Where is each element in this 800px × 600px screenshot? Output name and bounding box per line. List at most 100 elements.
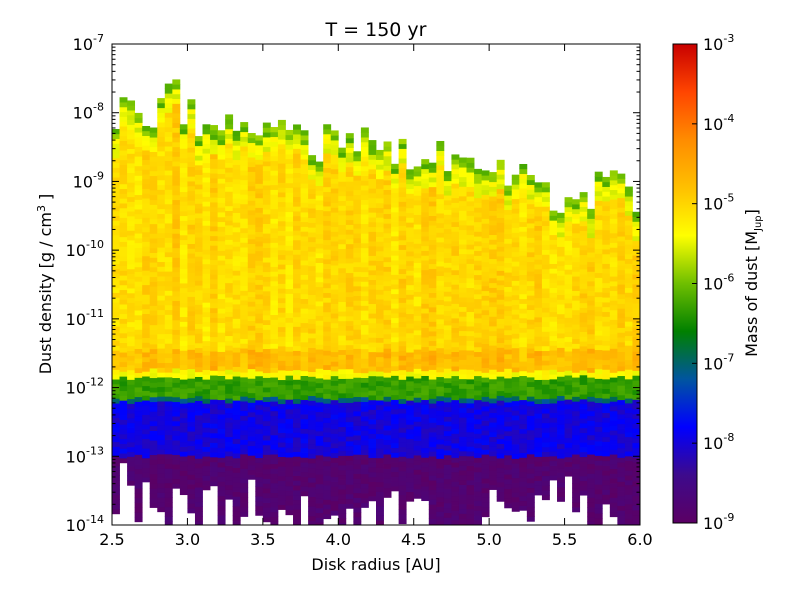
heatmap-cell — [225, 176, 234, 183]
heatmap-cell — [436, 237, 445, 243]
heatmap-cell — [194, 198, 203, 204]
heatmap-cell — [338, 243, 347, 250]
heatmap-cell — [436, 506, 445, 512]
heatmap-cell — [157, 458, 166, 465]
heatmap-cell — [149, 218, 158, 225]
heatmap-cell — [368, 395, 377, 401]
heatmap-cell — [255, 481, 264, 487]
heatmap-cell — [315, 469, 324, 475]
heatmap-cell — [360, 454, 369, 460]
heatmap-cell — [240, 256, 249, 262]
heatmap-cell — [451, 308, 460, 314]
heatmap-cell — [338, 417, 347, 423]
heatmap-cell — [194, 309, 203, 315]
heatmap-cell — [383, 247, 392, 253]
heatmap-cell — [489, 316, 498, 322]
heatmap-cell — [119, 390, 128, 396]
heatmap-cell — [247, 137, 256, 144]
heatmap-cell — [119, 405, 128, 411]
heatmap-cell — [187, 411, 196, 418]
heatmap-cell — [421, 308, 430, 314]
heatmap-cell — [179, 273, 188, 279]
heatmap-cell — [308, 526, 316, 531]
heatmap-cell — [247, 200, 256, 206]
heatmap-cell — [194, 318, 203, 325]
heatmap-cell — [481, 459, 490, 465]
heatmap-cell — [315, 382, 324, 389]
heatmap-cell — [519, 289, 528, 295]
heatmap-cell — [240, 502, 249, 508]
heatmap-cell — [187, 219, 196, 225]
heatmap-cell — [594, 412, 603, 418]
heatmap-cell — [149, 295, 158, 302]
heatmap-cell — [255, 279, 264, 285]
heatmap-cell — [504, 459, 513, 465]
heatmap-cell — [338, 311, 347, 317]
heatmap-cell — [119, 164, 128, 170]
heatmap-cell — [179, 307, 188, 313]
heatmap-cell — [262, 425, 271, 431]
heatmap-cell — [338, 219, 347, 226]
heatmap-cell — [557, 496, 565, 502]
heatmap-cell — [481, 305, 490, 311]
heatmap-cell — [255, 375, 264, 382]
heatmap-cell — [602, 326, 611, 332]
heatmap-cell — [594, 277, 603, 283]
heatmap-cell — [391, 346, 400, 352]
heatmap-cell — [157, 386, 166, 392]
heatmap-cell — [489, 345, 498, 351]
heatmap-cell — [557, 265, 565, 271]
heatmap-cell — [300, 298, 309, 304]
heatmap-cell — [323, 302, 332, 308]
heatmap-cell — [240, 511, 249, 517]
heatmap-cell — [142, 395, 151, 401]
heatmap-cell — [240, 439, 249, 445]
heatmap-cell — [526, 261, 535, 267]
heatmap-cell — [142, 270, 151, 276]
heatmap-cell — [149, 151, 158, 157]
heatmap-cell — [353, 228, 362, 234]
heatmap-cell — [383, 473, 392, 479]
heatmap-cell — [127, 230, 136, 236]
heatmap-cell — [391, 264, 400, 271]
heatmap-cell — [142, 409, 151, 415]
heatmap-cell — [368, 327, 377, 333]
heatmap-cell — [300, 462, 309, 468]
heatmap-cell — [391, 312, 400, 319]
heatmap-cell — [511, 506, 520, 512]
heatmap-cell — [157, 401, 166, 407]
heatmap-cell — [504, 228, 513, 235]
heatmap-cell — [225, 436, 234, 442]
heatmap-cell — [194, 458, 203, 464]
heatmap-cell — [398, 297, 407, 303]
heatmap-cell — [421, 423, 430, 429]
heatmap-cell — [421, 187, 430, 194]
heatmap-cell — [594, 416, 603, 423]
heatmap-cell — [217, 192, 226, 199]
heatmap-cell — [255, 197, 264, 204]
heatmap-cell — [187, 359, 196, 365]
heatmap-cell — [247, 157, 256, 163]
heatmap-cell — [594, 349, 603, 355]
heatmap-cell — [293, 523, 301, 525]
heatmap-cell — [421, 293, 430, 300]
heatmap-cell — [541, 365, 550, 371]
heatmap-cell — [511, 318, 520, 325]
heatmap-cell — [504, 479, 513, 485]
heatmap-cell — [383, 449, 392, 455]
heatmap-cell — [225, 186, 234, 192]
heatmap-cell — [398, 475, 407, 481]
heatmap-cell — [119, 308, 128, 315]
heatmap-cell — [255, 140, 264, 146]
heatmap-cell — [413, 339, 422, 345]
heatmap-cell — [504, 296, 513, 302]
heatmap-cell — [210, 283, 218, 289]
heatmap-cell — [504, 411, 513, 417]
heatmap-cell — [579, 350, 588, 357]
heatmap-cell — [255, 265, 264, 271]
heatmap-cell — [428, 456, 437, 462]
heatmap-cell — [127, 461, 136, 467]
heatmap-cell — [428, 509, 437, 515]
heatmap-cell — [360, 497, 369, 504]
heatmap-cell — [164, 482, 173, 489]
